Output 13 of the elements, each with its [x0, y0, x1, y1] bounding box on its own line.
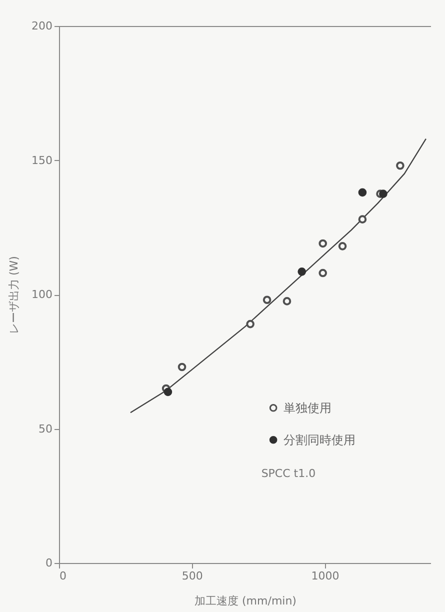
- annotation: SPCC t1.0: [261, 466, 316, 480]
- x-tick-label: 0: [60, 570, 66, 582]
- y-tick-label: 0: [46, 556, 52, 570]
- y-tick-label: 100: [32, 288, 52, 301]
- x-axis-title: 加工速度 (mm/min): [194, 594, 296, 608]
- x-tick-label: 500: [182, 570, 203, 582]
- legend-label: 分割同時使用: [283, 432, 356, 447]
- legend-label: 単独使用: [283, 400, 332, 415]
- y-tick-label: 50: [38, 422, 52, 436]
- y-tick-label: 150: [32, 154, 52, 167]
- y-tick-label: 200: [32, 20, 52, 32]
- x-tick-label: 1000: [311, 570, 340, 582]
- y-axis-title: レーザ出力 (W): [8, 256, 21, 334]
